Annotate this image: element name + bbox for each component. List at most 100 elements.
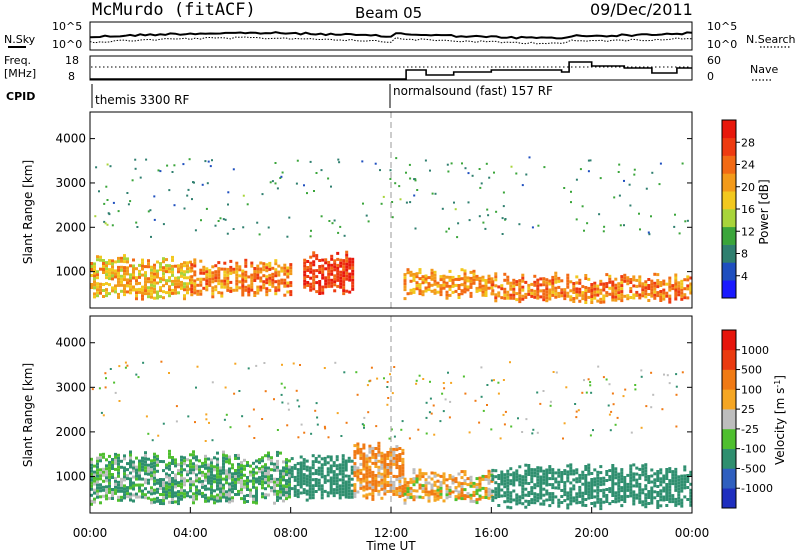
heatmap-cell [442,283,446,287]
heatmap-cell [162,469,165,473]
heatmap-cell [596,299,600,303]
heatmap-cell [554,277,558,281]
heatmap-cell [611,479,615,482]
heatmap-cell [659,480,663,484]
heatmap-cell [144,481,147,485]
heatmap-cell [241,281,245,285]
heatmap-scatter-cell [264,390,267,393]
heatmap-cell [286,272,290,276]
heatmap-cell [341,454,345,458]
heatmap-cell [252,467,255,471]
heatmap-cell [261,492,264,496]
heatmap-cell [575,275,579,279]
heatmap-cell [614,497,618,501]
heatmap-cell [159,280,162,284]
heatmap-cell [335,464,339,468]
heatmap-scatter-cell [675,373,678,376]
heatmap-cell [551,495,555,499]
heatmap-cell [105,294,108,298]
heatmap-cell [225,478,228,482]
heatmap-cell [659,299,663,302]
heatmap-cell [240,476,243,480]
power-ylabel: Slant Range [km] [21,160,35,264]
heatmap-cell [153,287,156,291]
heatmap-cell [108,496,111,500]
heatmap-cell [153,272,156,276]
heatmap-scatter-cell [367,220,370,223]
heatmap-cell [201,485,204,489]
heatmap-cell [401,490,405,494]
heatmap-cell [430,477,434,481]
heatmap-cell [635,278,639,282]
heatmap-cell [120,495,123,499]
heatmap-cell [590,493,594,496]
heatmap-cell [677,499,681,503]
heatmap-cell [680,288,684,292]
heatmap-scatter-cell [187,188,190,191]
heatmap-cell [611,476,615,479]
heatmap-cell [569,490,573,494]
heatmap-cell [309,261,313,265]
x-tick-label: 04:00 [173,526,208,540]
heatmap-cell [259,288,263,292]
heatmap-cell [509,287,513,291]
heatmap-cell [454,489,458,493]
heatmap-scatter-cell [281,171,284,174]
heatmap-cell [180,482,183,486]
heatmap-cell [377,459,381,463]
heatmap-scatter-cell [439,420,442,423]
heatmap-cell [273,480,276,484]
heatmap-cell [518,282,522,286]
heatmap-cell [494,490,498,494]
colorbar-cell [722,262,736,281]
heatmap-cell [177,276,180,280]
heatmap-scatter-cell [280,393,283,396]
heatmap-cell [578,500,582,504]
heatmap-scatter-cell [367,411,370,414]
heatmap-cell [427,490,431,494]
heatmap-cell [677,481,681,485]
heatmap-cell [290,475,294,479]
heatmap-cell [530,471,534,475]
heatmap-cell [656,494,660,497]
heatmap-cell [527,473,531,476]
heatmap-cell [114,290,117,294]
heatmap-cell [159,277,162,281]
heatmap-cell [226,276,230,280]
heatmap-cell [159,478,162,481]
heatmap-cell [132,258,135,262]
heatmap-scatter-cell [263,362,266,364]
heatmap-cell [424,487,428,491]
heatmap-cell [635,290,639,294]
heatmap-cell [296,477,300,481]
heatmap-cell [288,486,291,490]
heatmap-cell [195,467,198,471]
heatmap-cell [114,458,117,462]
nsky-tick-high: 10^5 [52,20,82,33]
heatmap-cell [347,486,351,490]
heatmap-cell [144,487,147,491]
heatmap-cell [320,496,324,500]
heatmap-scatter-cell [658,183,661,186]
heatmap-cell [108,475,111,479]
heatmap-scatter-cell [590,391,593,394]
heatmap-cell [90,475,93,479]
heatmap-cell [533,468,537,472]
heatmap-cell [617,288,621,292]
heatmap-cell [99,267,102,271]
heatmap-scatter-cell [134,167,137,170]
heatmap-cell [398,453,402,456]
heatmap-cell [551,501,555,505]
heatmap-scatter-cell [327,436,330,439]
heatmap-cell [314,481,318,484]
heatmap-cell [463,479,467,483]
heatmap-cell [623,479,627,482]
heatmap-cell [680,486,684,490]
heatmap-cell [114,272,117,276]
heatmap-cell [153,263,156,267]
heatmap-cell [356,466,360,470]
heatmap-cell [620,275,624,279]
heatmap-cell [398,480,402,483]
heatmap-scatter-cell [399,198,402,201]
